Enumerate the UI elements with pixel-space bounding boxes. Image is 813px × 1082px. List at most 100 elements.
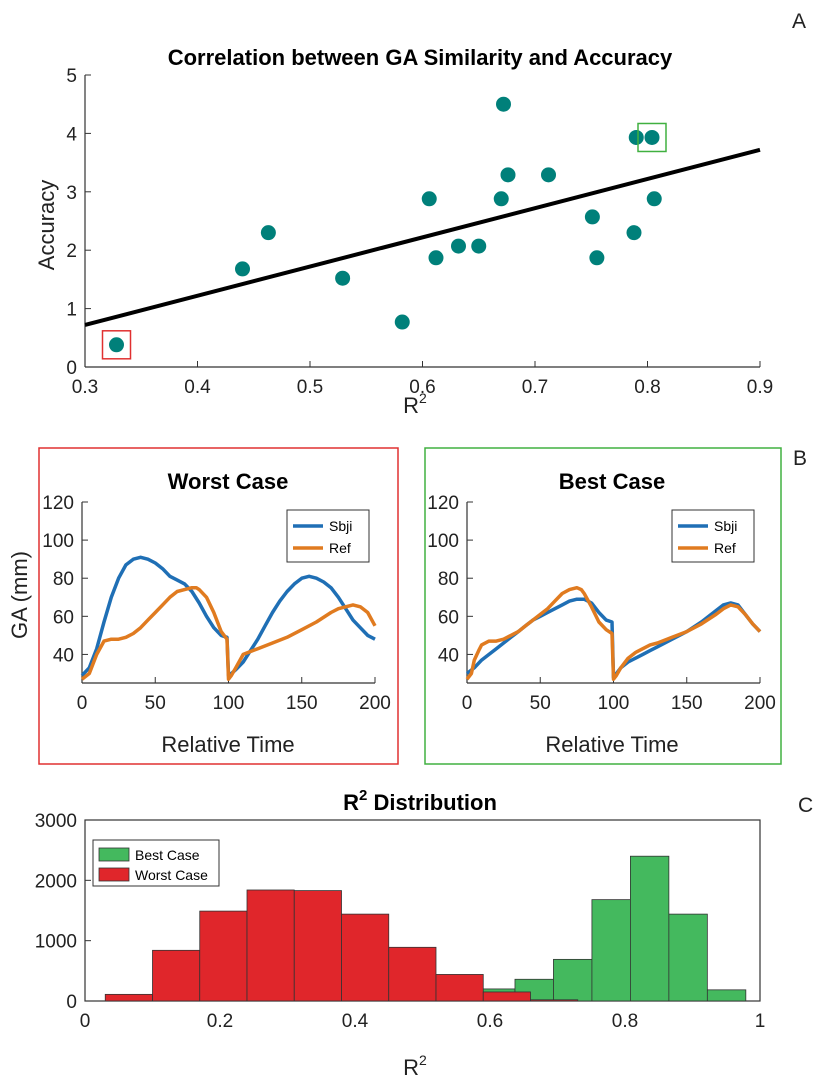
best-case-xtick-label: 200 — [744, 693, 776, 714]
worst-case-highlight — [101, 330, 132, 360]
worst-case-ytick-label: 120 — [42, 493, 74, 514]
regression-line — [84, 147, 761, 327]
worst-case-ytick-label: 40 — [53, 645, 74, 666]
best-case-xtick-label: 0 — [462, 693, 473, 714]
scatter-point — [109, 337, 124, 353]
panel-a-title: Correlation between GA Similarity and Ac… — [168, 45, 673, 70]
scatter-point — [541, 167, 556, 183]
worst-case-xtick-label: 0 — [77, 693, 88, 714]
best-case-highlight — [637, 122, 667, 153]
panel-c-xlabel: R2 — [403, 1052, 427, 1080]
scatter-point — [493, 191, 509, 207]
best-case-xtick-label: 100 — [598, 693, 630, 714]
panel-a-xtick-label: 0.6 — [409, 377, 435, 398]
worst-case-series-ref — [80, 585, 377, 681]
best-case-frame — [424, 447, 782, 765]
panel-a-ytick-label: 2 — [66, 241, 77, 262]
hist-bar-worst-case — [152, 949, 201, 1002]
panel-a-label: A — [792, 10, 806, 33]
best-case-ytick-label: 40 — [438, 645, 459, 666]
panel-b-label: B — [793, 447, 807, 470]
hist-bar-best-case — [630, 855, 670, 1002]
worst-case-xtick-label: 200 — [359, 693, 391, 714]
worst-case-ytick-label: 100 — [42, 531, 74, 552]
best-case-ytick-label: 80 — [438, 569, 459, 590]
panel-a-xtick-label: 0.7 — [522, 377, 548, 398]
panel-c-xlabel-sup: 2 — [419, 1052, 427, 1068]
hist-bar-worst-case — [530, 999, 579, 1002]
panel-c-xtick-label: 0 — [80, 1011, 91, 1032]
hist-bar-worst-case — [246, 889, 295, 1002]
worst-case-xlabel: Relative Time — [161, 732, 294, 757]
worst-case-xtick-label: 50 — [145, 693, 166, 714]
panel-c-xtick-label: 0.2 — [207, 1011, 233, 1032]
panel-a-ytick-label: 5 — [66, 66, 77, 87]
best-case-xtick-label: 50 — [530, 693, 551, 714]
panel-c-legend-swatch — [98, 847, 130, 862]
panel-a-xtick-label: 0.4 — [184, 377, 211, 398]
panel-c-ytick-label: 3000 — [35, 811, 77, 832]
worst-case-xtick-label: 150 — [286, 693, 318, 714]
panel-c-xtick-label: 0.4 — [342, 1011, 369, 1032]
panel-c-legend-label: Best Case — [135, 847, 200, 863]
worst-case-title: Worst Case — [168, 469, 289, 494]
scatter-point — [644, 129, 660, 145]
worst-case-legend-label: Sbji — [329, 518, 352, 534]
scatter-point — [584, 209, 600, 225]
best-case-legend — [671, 509, 755, 563]
panel-a-ytick-label: 0 — [66, 358, 77, 379]
best-case-title: Best Case — [559, 469, 665, 494]
panel-a-xlabel-base: R — [403, 393, 419, 418]
panel-a-ytick-label: 3 — [66, 183, 77, 204]
best-case-xlabel: Relative Time — [545, 732, 678, 757]
hist-bar-worst-case — [293, 890, 342, 1002]
scatter-point — [471, 238, 487, 254]
panel-a-xtick-label: 0.5 — [297, 377, 323, 398]
panel-c-legend-label: Worst Case — [135, 867, 208, 883]
hist-bar-worst-case — [482, 991, 531, 1002]
best-case-xtick-label: 150 — [671, 693, 703, 714]
panel-a-ytick-label: 4 — [66, 124, 77, 145]
panel-c-ytick-label: 2000 — [35, 871, 77, 892]
hist-bar-best-case — [706, 989, 747, 1002]
best-case-ytick-label: 60 — [438, 607, 459, 628]
panel-c-ytick-label: 0 — [66, 992, 77, 1013]
best-case-legend-label: Sbji — [714, 518, 737, 534]
scatter-point — [428, 250, 444, 266]
worst-case-xtick-label: 100 — [213, 693, 245, 714]
panel-a-ylabel: Accuracy — [34, 180, 59, 270]
panel-c-legend-swatch — [98, 867, 130, 882]
hist-bar-worst-case — [341, 913, 390, 1002]
panel-c-title-sup: 2 — [359, 787, 367, 804]
hist-bar-best-case — [591, 899, 631, 1002]
worst-case-legend — [286, 509, 370, 563]
scatter-point — [496, 96, 511, 112]
scatter-point — [235, 261, 250, 277]
panel-b-worst-case: B Worst Case GA (mm) Relative Time 0 50 10… — [7, 447, 807, 765]
scatter-point — [646, 191, 662, 207]
hist-bar-worst-case — [435, 974, 484, 1002]
scatter-point — [589, 250, 605, 266]
worst-case-legend-label: Ref — [329, 540, 351, 556]
worst-case-frame — [38, 447, 399, 765]
hist-bar-worst-case — [388, 946, 437, 1002]
panel-c-xtick-label: 1 — [755, 1011, 766, 1032]
panel-a-scatter: A Correlation between GA Similarity and … — [34, 10, 806, 418]
scatter-point — [451, 238, 466, 254]
scatter-point — [500, 167, 516, 183]
worst-case-ylabel: GA (mm) — [7, 551, 32, 639]
panel-a-xtick-label: 0.9 — [747, 377, 773, 398]
scatter-point — [260, 225, 276, 241]
best-case-ytick-label: 100 — [427, 531, 459, 552]
panel-b-best-case: Best Case Relative Time 0 50 100 150 200 40 60… — [424, 447, 782, 765]
panel-c-title: R2 Distribution — [343, 787, 497, 815]
scatter-point — [626, 225, 642, 241]
scatter-point — [394, 314, 410, 330]
hist-bar-worst-case — [104, 993, 153, 1002]
panel-a-ytick-label: 1 — [66, 300, 77, 321]
panel-a-xlabel-sup: 2 — [419, 390, 427, 406]
worst-case-ytick-label: 60 — [53, 607, 74, 628]
hist-bar-worst-case — [199, 910, 248, 1002]
best-case-legend-label: Ref — [714, 540, 736, 556]
